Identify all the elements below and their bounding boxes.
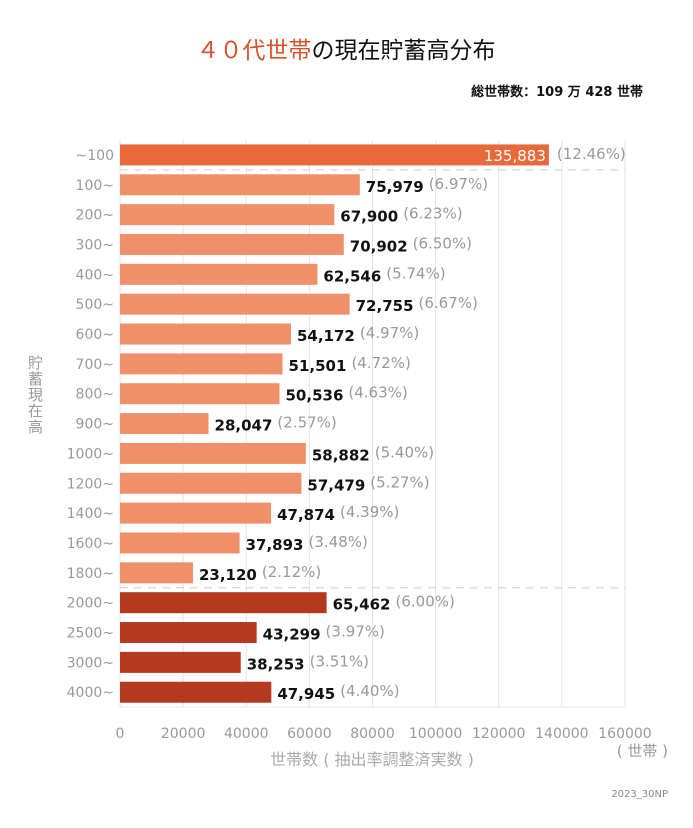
y-tick-label: 4000~ xyxy=(67,685,114,701)
percent-label: (6.50%) xyxy=(413,234,472,252)
value-label: 57,479 xyxy=(307,476,365,494)
bar xyxy=(120,174,360,196)
bar xyxy=(120,562,193,584)
value-label: 65,462 xyxy=(333,596,391,614)
y-tick-label: 900~ xyxy=(76,417,114,433)
bar xyxy=(120,532,240,554)
bar xyxy=(120,681,272,703)
value-label: 54,172 xyxy=(297,327,355,345)
value-label: 47,874 xyxy=(277,506,335,524)
bars: 135,883 (12.46%) 75,979 (6.97%) 67,900 (6.23%… xyxy=(120,144,626,703)
percent-label: (2.12%) xyxy=(262,563,321,581)
y-tick-label: 200~ xyxy=(76,208,114,224)
value-label: 38,253 xyxy=(247,655,305,673)
value-label: 51,501 xyxy=(289,357,347,375)
bar xyxy=(120,383,280,405)
title-highlight: ４０代世帯 xyxy=(197,38,312,64)
bar xyxy=(120,413,209,435)
bar xyxy=(120,293,350,315)
percent-label: (3.51%) xyxy=(310,652,369,670)
value-label: 72,755 xyxy=(356,297,414,315)
y-axis-label: 貯蓄現在高 xyxy=(26,355,44,435)
footer-code: 2023_30NP xyxy=(611,789,668,800)
percent-label: (4.97%) xyxy=(360,324,419,342)
bar xyxy=(120,233,344,255)
percent-label: (2.57%) xyxy=(277,414,336,432)
x-tick-label: 160000 xyxy=(598,726,651,742)
value-label: 62,546 xyxy=(323,267,381,285)
bar xyxy=(120,651,241,673)
bar xyxy=(120,502,272,524)
y-tick-label: 100~ xyxy=(76,178,114,194)
x-tick-label: 140000 xyxy=(535,726,588,742)
y-tick-label: 2500~ xyxy=(67,626,114,642)
value-label: 75,979 xyxy=(366,178,424,196)
value-label: 67,900 xyxy=(340,208,398,226)
percent-label: (6.23%) xyxy=(403,205,462,223)
chart-title: ４０代世帯の現在貯蓄高分布 xyxy=(197,38,496,64)
x-tick-label: 40000 xyxy=(224,726,269,742)
y-tick-label: 1200~ xyxy=(67,476,114,492)
y-tick-label: 1800~ xyxy=(67,566,114,582)
y-tick-label: 1000~ xyxy=(67,446,114,462)
y-tick-label: 700~ xyxy=(76,357,114,373)
percent-label: (12.46%) xyxy=(557,145,626,163)
bar xyxy=(120,323,291,345)
value-label: 47,945 xyxy=(277,685,335,703)
value-label: 135,883 xyxy=(484,147,546,165)
percent-label: (6.97%) xyxy=(429,175,488,193)
value-label: 58,882 xyxy=(312,446,370,464)
x-tick-label: 60000 xyxy=(287,726,332,742)
bar xyxy=(120,204,335,226)
y-tick-label: 400~ xyxy=(76,267,114,283)
percent-label: (4.72%) xyxy=(351,354,410,372)
subtitle-total: 総世帯数：109 万 428 世帯 xyxy=(471,84,643,100)
value-label: 43,299 xyxy=(263,626,321,644)
y-tick-label: 800~ xyxy=(76,387,114,403)
y-tick-label: 1400~ xyxy=(67,506,114,522)
y-tick-label: 1600~ xyxy=(67,536,114,552)
bar xyxy=(120,263,318,285)
percent-label: (4.40%) xyxy=(340,682,399,700)
x-ticks: 0 20000 40000 60000 80000 100000 120000 140000 1… xyxy=(67,148,652,742)
bar xyxy=(120,622,257,644)
percent-label: (3.48%) xyxy=(308,533,367,551)
value-label: 70,902 xyxy=(350,237,408,255)
x-tick-label: 20000 xyxy=(161,726,206,742)
value-label: 28,047 xyxy=(215,417,273,435)
bar xyxy=(120,353,283,375)
bar xyxy=(120,472,302,494)
percent-label: (5.40%) xyxy=(375,443,434,461)
y-tick-label: 600~ xyxy=(76,327,114,343)
percent-label: (5.74%) xyxy=(386,264,445,282)
y-tick-label: 500~ xyxy=(76,297,114,313)
y-tick-label: 300~ xyxy=(76,237,114,253)
title-rest: の現在貯蓄高分布 xyxy=(312,38,496,64)
y-tick-label: 2000~ xyxy=(67,596,114,612)
x-tick-label: 100000 xyxy=(409,726,462,742)
percent-label: (6.67%) xyxy=(419,294,478,312)
percent-label: (4.63%) xyxy=(348,384,407,402)
x-tick-label: 80000 xyxy=(350,726,395,742)
x-axis-unit: ( 世帯 ) xyxy=(617,742,668,760)
y-tick-label: ~100 xyxy=(76,148,114,164)
percent-label: (5.27%) xyxy=(370,473,429,491)
value-label: 50,536 xyxy=(286,387,344,405)
percent-label: (4.39%) xyxy=(340,503,399,521)
value-label: 23,120 xyxy=(199,566,257,584)
x-tick-label: 0 xyxy=(116,726,125,742)
bar xyxy=(120,144,549,166)
y-tick-label: 3000~ xyxy=(67,655,114,671)
x-axis-label: 世帯数 ( 抽出率調整済実数 ) xyxy=(270,750,474,769)
percent-label: (6.00%) xyxy=(396,593,455,611)
value-label: 37,893 xyxy=(246,536,304,554)
bar xyxy=(120,592,327,614)
percent-label: (3.97%) xyxy=(326,623,385,641)
bar xyxy=(120,442,306,464)
x-tick-label: 120000 xyxy=(472,726,525,742)
